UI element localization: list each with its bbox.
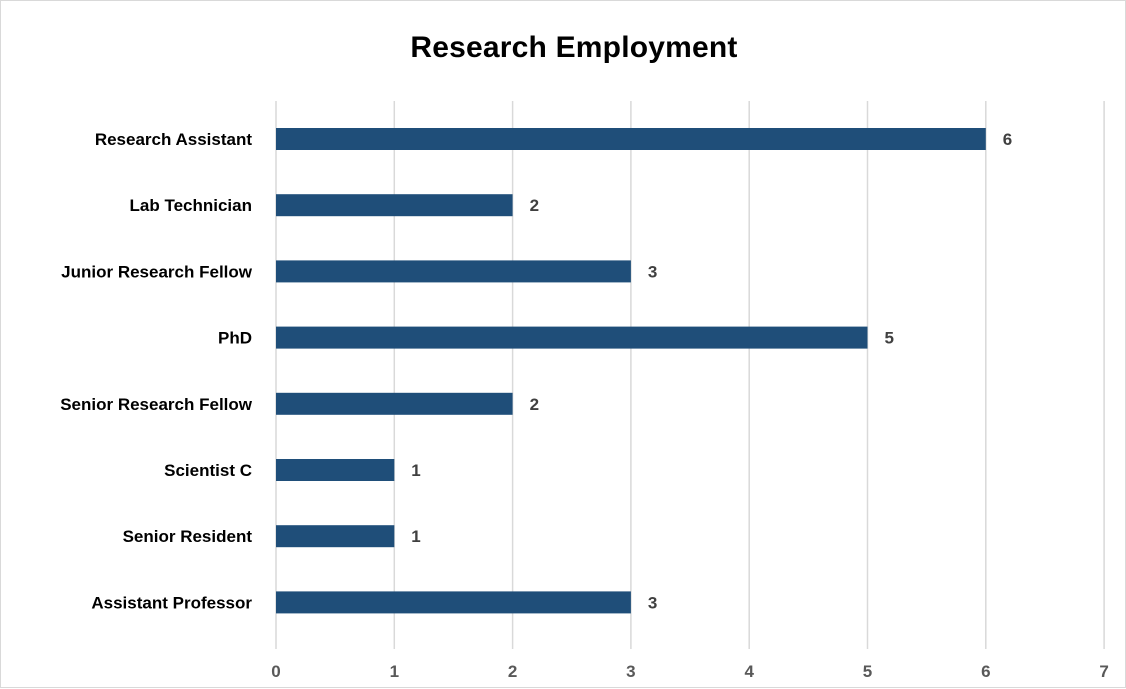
chart-title: Research Employment (410, 31, 738, 64)
x-tick-label: 2 (508, 662, 517, 681)
data-label: 2 (530, 196, 539, 215)
bar (276, 260, 631, 283)
data-label: 2 (530, 395, 539, 414)
x-tick-label: 3 (626, 662, 635, 681)
category-label: Senior Resident (123, 527, 253, 546)
x-tick-label: 5 (863, 662, 872, 681)
bar (276, 128, 986, 150)
category-label: Lab Technician (130, 196, 253, 215)
bar (276, 459, 395, 481)
data-label: 3 (648, 593, 657, 612)
data-label: 5 (885, 329, 894, 348)
data-label: 1 (411, 461, 420, 480)
x-tick-label: 6 (981, 662, 990, 681)
bar (276, 525, 395, 548)
data-label: 1 (411, 527, 420, 546)
category-label: Scientist C (164, 461, 252, 480)
category-label: Research Assistant (95, 130, 253, 149)
category-label: PhD (218, 329, 252, 348)
x-tick-label: 0 (271, 662, 280, 681)
x-tick-label: 4 (744, 662, 754, 681)
category-label: Junior Research Fellow (61, 262, 253, 281)
bar (276, 326, 868, 349)
bar (276, 392, 513, 415)
bar (276, 194, 513, 217)
data-label: 6 (1003, 130, 1012, 149)
data-label: 3 (648, 262, 657, 281)
x-tick-label: 1 (390, 662, 399, 681)
category-label: Assistant Professor (91, 593, 252, 612)
bar (276, 591, 631, 614)
category-label: Senior Research Fellow (60, 395, 253, 414)
x-tick-label: 7 (1099, 662, 1108, 681)
